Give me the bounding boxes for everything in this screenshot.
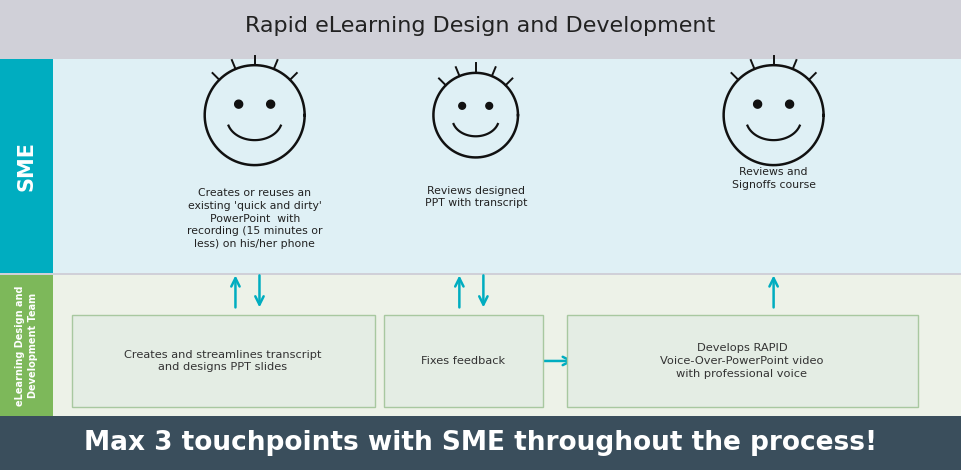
Polygon shape (234, 100, 243, 108)
Text: Rapid eLearning Design and Development: Rapid eLearning Design and Development (245, 16, 716, 36)
FancyBboxPatch shape (0, 416, 961, 470)
Text: SME: SME (16, 141, 37, 191)
Text: Develops RAPID
Voice-Over-PowerPoint video
with professional voice: Develops RAPID Voice-Over-PowerPoint vid… (660, 343, 824, 379)
Text: Creates or reuses an
existing 'quick and dirty'
PowerPoint  with
recording (15 m: Creates or reuses an existing 'quick and… (187, 188, 322, 249)
Polygon shape (486, 102, 493, 109)
FancyBboxPatch shape (0, 59, 53, 273)
FancyBboxPatch shape (0, 275, 53, 416)
Text: eLearning Design and
Development Team: eLearning Design and Development Team (15, 285, 37, 406)
Text: Reviews and
Signoffs course: Reviews and Signoffs course (731, 167, 816, 190)
Polygon shape (786, 100, 794, 108)
Text: Reviews designed
PPT with transcript: Reviews designed PPT with transcript (425, 186, 527, 209)
FancyBboxPatch shape (384, 315, 543, 407)
Polygon shape (267, 100, 275, 108)
Text: Creates and streamlines transcript
and designs PPT slides: Creates and streamlines transcript and d… (124, 350, 322, 372)
FancyBboxPatch shape (567, 315, 918, 407)
Text: Fixes feedback: Fixes feedback (421, 356, 505, 366)
Text: Max 3 touchpoints with SME throughout the process!: Max 3 touchpoints with SME throughout th… (84, 430, 877, 456)
FancyBboxPatch shape (53, 59, 961, 273)
FancyBboxPatch shape (53, 275, 961, 416)
FancyBboxPatch shape (0, 0, 961, 59)
Polygon shape (458, 102, 465, 109)
Polygon shape (753, 100, 762, 108)
FancyBboxPatch shape (72, 315, 375, 407)
